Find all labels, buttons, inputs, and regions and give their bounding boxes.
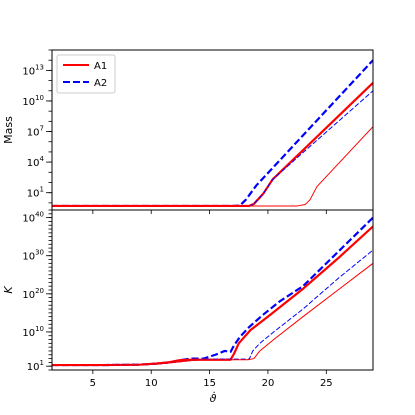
mass-series-line-4 bbox=[52, 126, 373, 207]
k-y-tick-label: 1020 bbox=[22, 287, 44, 301]
mass-series-line-3 bbox=[52, 90, 373, 207]
mass-panel: 101 104 107 1010 1013 Mass A1 A2 bbox=[2, 49, 374, 214]
mass-x-ticks bbox=[92, 210, 327, 214]
mass-series-lines bbox=[52, 59, 373, 208]
x-tick-label: 10 bbox=[145, 378, 158, 389]
x-tick-label: 25 bbox=[320, 378, 333, 389]
mass-y-tick-label: 104 bbox=[27, 155, 45, 169]
legend: A1 A2 bbox=[56, 54, 116, 94]
x-tick-label: 15 bbox=[203, 378, 216, 389]
k-series-line-4 bbox=[52, 262, 373, 367]
mass-series-line-1 bbox=[52, 59, 373, 208]
mass-y-ticks: 101 104 107 1010 1013 bbox=[22, 49, 52, 204]
x-tick-label: 20 bbox=[262, 378, 275, 389]
k-y-tick-label: 1010 bbox=[22, 325, 44, 339]
mass-y-tick-label: 1013 bbox=[22, 63, 44, 77]
mass-y-tick-label: 1010 bbox=[22, 94, 44, 108]
k-x-ticks: 5 10 15 20 25 bbox=[90, 370, 333, 389]
legend-label-a1: A1 bbox=[94, 61, 107, 72]
k-panel: 101 1010 1020 1030 1040 5 10 15 20 25 K ϑ̇ bbox=[2, 209, 374, 405]
k-y-tick-label: 101 bbox=[27, 359, 44, 373]
mass-y-tick-label: 101 bbox=[27, 186, 44, 200]
k-series-lines bbox=[52, 216, 373, 367]
x-tick-label: 5 bbox=[90, 378, 96, 389]
k-y-ticks: 101 1010 1020 1030 1040 bbox=[22, 209, 52, 373]
mass-y-tick-label: 107 bbox=[27, 125, 44, 139]
k-y-axis-label: K bbox=[2, 286, 15, 294]
legend-label-a2: A2 bbox=[94, 78, 107, 89]
k-y-tick-label: 1030 bbox=[22, 249, 44, 263]
mass-y-axis-label: Mass bbox=[2, 116, 15, 144]
k-y-tick-label: 1040 bbox=[22, 211, 44, 225]
x-axis-label: ϑ̇ bbox=[210, 391, 217, 405]
